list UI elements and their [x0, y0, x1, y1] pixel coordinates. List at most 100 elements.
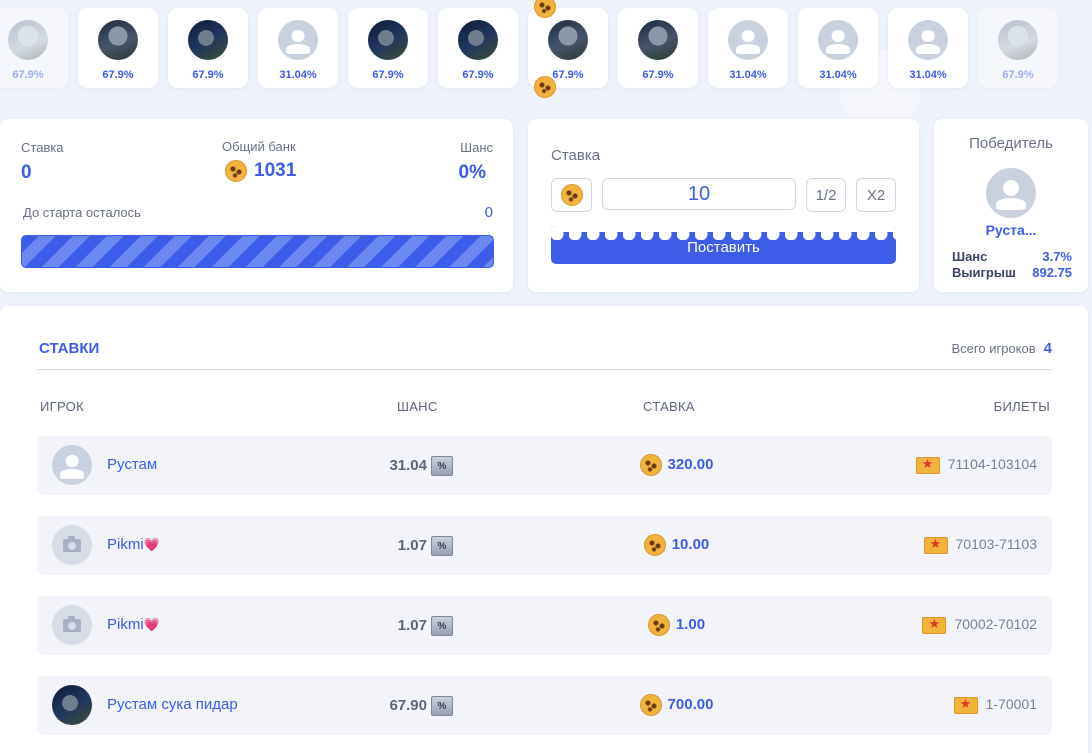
carousel-card-percent: 67.9% [462, 69, 494, 81]
column-header-tickets: БИЛЕТЫ [993, 399, 1050, 414]
cookie-icon [647, 614, 670, 636]
winner-name[interactable]: Руста... [985, 222, 1037, 238]
carousel-card: 31.04% [258, 8, 338, 88]
total-players-value: 4 [1043, 340, 1052, 357]
half-bet-button[interactable]: 1/2 [806, 178, 846, 212]
player-chance: 1.07% [398, 536, 453, 556]
carousel-card-percent: 67.9% [372, 69, 404, 81]
carousel-card-percent: 67.9% [642, 69, 674, 81]
ticket-icon [923, 536, 948, 554]
currency-select-button[interactable] [551, 178, 592, 212]
avatar [998, 20, 1038, 60]
ticket-icon [915, 456, 940, 474]
bank-value-group: 1031 [225, 160, 296, 182]
bank-value: 1031 [254, 160, 297, 181]
carousel-card-percent: 67.9% [552, 69, 584, 81]
default-avatar-icon [818, 20, 858, 60]
bet-form-panel: Ставка 1/2 X2 Поставить [528, 119, 919, 292]
table-row[interactable]: Рустам 31.04% 320.00 71104-103104 [37, 436, 1052, 495]
winner-win-value: 892.75 [1032, 265, 1072, 280]
player-tickets: 1-70001 [953, 696, 1037, 714]
game-info-panel: Ставка 0 Общий банк 1031 Шанс 0% До стар… [0, 119, 513, 292]
default-avatar-icon [908, 20, 948, 60]
heart-icon: 💗 [143, 618, 160, 633]
winner-title: Победитель [969, 135, 1053, 152]
player-bet: 700.00 [37, 694, 1052, 716]
carousel-card: 67.9% [528, 8, 608, 88]
percent-badge-icon: % [431, 456, 453, 476]
player-name[interactable]: Рустам [107, 456, 157, 473]
player-chance: 31.04% [389, 456, 453, 476]
player-bet-value: 700.00 [667, 696, 714, 713]
carousel-card: 67.9% [348, 8, 428, 88]
bet-label: Ставка [21, 140, 64, 155]
player-chance-value: 67.90 [389, 696, 427, 714]
camera-avatar-icon [52, 605, 92, 645]
column-header-player: ИГРОК [40, 399, 84, 414]
double-bet-button[interactable]: X2 [856, 178, 896, 212]
cookie-icon [225, 160, 247, 182]
camera-avatar-icon [52, 525, 92, 565]
ticket-icon [922, 616, 947, 634]
player-name-text: Pikmi [107, 536, 144, 553]
player-tickets-range: 70103-71103 [955, 536, 1037, 552]
player-tickets-range: 70002-70102 [954, 616, 1037, 632]
default-avatar-icon [728, 20, 768, 60]
percent-badge-icon: % [431, 696, 453, 716]
bet-amount-input[interactable] [602, 178, 796, 210]
player-tickets: 71104-103104 [915, 456, 1037, 474]
bet-value: 0 [21, 162, 32, 183]
carousel-card-percent: 31.04% [909, 69, 947, 81]
table-row[interactable]: Pikmi💗 1.07% 10.00 70103-71103 [37, 516, 1052, 575]
avatar [8, 20, 48, 60]
snow-decoration [551, 226, 896, 240]
carousel-card-percent: 67.9% [12, 69, 44, 81]
winner-win-label: Выигрыш [952, 265, 1016, 280]
bet-form-label: Ставка [551, 147, 601, 164]
column-header-chance: ШАНС [397, 399, 438, 414]
carousel-card-percent: 31.04% [819, 69, 857, 81]
carousel-card: 67.9% [78, 8, 158, 88]
avatar [638, 20, 678, 60]
percent-badge-icon: % [431, 536, 453, 556]
player-bet: 1.00 [37, 614, 1052, 636]
default-avatar-icon [52, 445, 92, 485]
carousel-card: 67.9% [168, 8, 248, 88]
avatar [548, 20, 588, 60]
player-name[interactable]: Рустам сука пидар [107, 696, 238, 713]
player-name[interactable]: Pikmi💗 [107, 616, 160, 633]
countdown-value: 0 [484, 204, 493, 221]
player-name-text: Рустам [107, 456, 158, 473]
carousel-card: 67.9% [0, 8, 68, 88]
player-chance-value: 1.07 [397, 616, 427, 634]
winner-chance-label: Шанс [952, 249, 988, 264]
players-carousel: 67.9% 67.9% 67.9% 31.04% 67.9% 67.9% 67.9% 67.9… [0, 8, 1092, 88]
player-name[interactable]: Pikmi💗 [107, 536, 160, 553]
carousel-card-percent: 31.04% [279, 69, 317, 81]
chance-value: 0% [458, 162, 486, 183]
heart-icon: 💗 [143, 538, 160, 553]
carousel-card-percent: 67.9% [102, 69, 134, 81]
carousel-card-percent: 31.04% [729, 69, 767, 81]
player-chance: 67.90% [389, 696, 453, 716]
header-divider [37, 369, 1052, 370]
player-tickets: 70103-71103 [923, 536, 1037, 554]
carousel-pointer-bottom-icon [534, 76, 556, 98]
place-bet-button[interactable]: Поставить [551, 226, 896, 264]
bets-title: СТАВКИ [39, 340, 100, 357]
table-row[interactable]: Pikmi💗 1.07% 1.00 70002-70102 [37, 596, 1052, 655]
total-players: Всего игроков 4 [952, 340, 1052, 357]
winner-avatar [986, 168, 1036, 218]
avatar [188, 20, 228, 60]
player-bet: 10.00 [37, 534, 1052, 556]
player-bet-value: 1.00 [675, 616, 706, 633]
player-chance-value: 31.04 [389, 456, 427, 474]
player-bet-value: 320.00 [667, 456, 714, 473]
player-tickets-range: 1-70001 [985, 696, 1037, 712]
column-header-bet: СТАВКА [643, 399, 695, 414]
carousel-card-percent: 67.9% [1002, 69, 1034, 81]
default-avatar-icon [278, 20, 318, 60]
cookie-icon [560, 184, 583, 206]
table-row[interactable]: Рустам сука пидар 67.90% 700.00 1-70001 [37, 676, 1052, 735]
place-bet-label: Поставить [687, 239, 760, 256]
